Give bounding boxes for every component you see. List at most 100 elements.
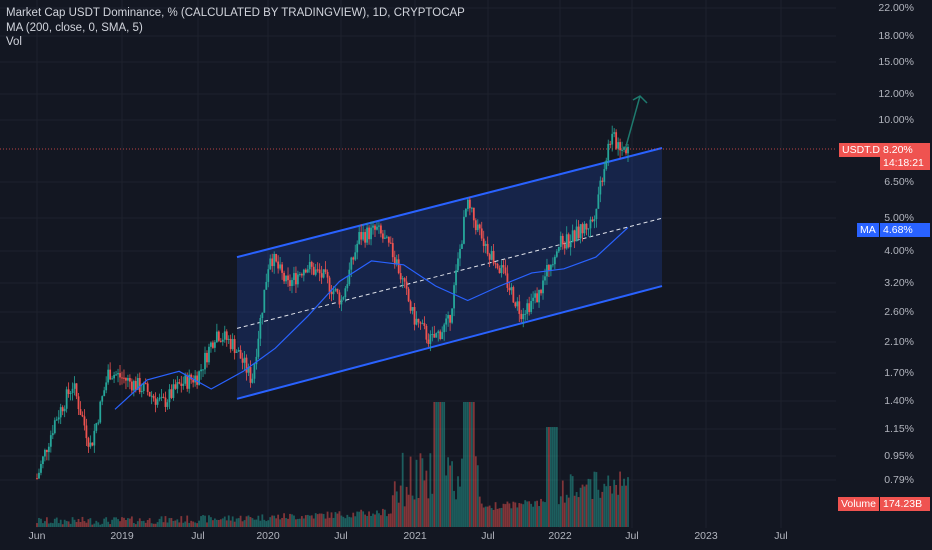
candle-body bbox=[223, 331, 226, 340]
candle-body bbox=[494, 263, 497, 265]
candle-body bbox=[259, 318, 262, 339]
candle-body bbox=[506, 273, 509, 288]
volume-bar bbox=[73, 519, 76, 527]
volume-bar bbox=[587, 478, 590, 527]
candle-body bbox=[295, 273, 297, 285]
candle-body bbox=[253, 364, 256, 379]
volume-bar bbox=[387, 513, 390, 527]
candle-body bbox=[591, 219, 594, 222]
legend-ma-study[interactable]: MA (200, close, 0, SMA, 5) bbox=[6, 21, 143, 34]
volume-bar bbox=[213, 518, 216, 527]
candle-body bbox=[111, 378, 114, 380]
volume-bar bbox=[95, 520, 98, 527]
candle-body bbox=[231, 339, 234, 350]
volume-bar bbox=[524, 500, 527, 527]
candle-body bbox=[210, 342, 212, 347]
candle-body bbox=[233, 339, 236, 353]
projection-arrow[interactable] bbox=[624, 95, 648, 151]
candle-body bbox=[455, 270, 457, 286]
volume-bar bbox=[115, 517, 117, 527]
candle-body bbox=[200, 369, 202, 372]
candle-body bbox=[439, 331, 442, 340]
candle-body bbox=[480, 228, 483, 239]
chart-legend[interactable]: Market Cap USDT Dominance, % (CALCULATED… bbox=[6, 6, 465, 50]
candle-body bbox=[40, 464, 42, 473]
volume-bar bbox=[245, 516, 248, 527]
volume-bar bbox=[601, 491, 604, 527]
candle-body bbox=[354, 252, 357, 260]
volume-bar bbox=[510, 508, 513, 527]
candle-body bbox=[310, 261, 313, 267]
volume-bar bbox=[178, 522, 181, 527]
volume-bar bbox=[297, 518, 299, 527]
volume-bar bbox=[142, 520, 145, 527]
candle-body bbox=[374, 225, 376, 230]
volume-bar bbox=[397, 502, 400, 527]
candle-body bbox=[380, 225, 382, 234]
volume-bar bbox=[378, 513, 380, 527]
candle-body bbox=[607, 143, 610, 161]
volume-bar bbox=[591, 498, 594, 527]
volume-bar bbox=[285, 518, 287, 527]
time-tick-label: Jun bbox=[28, 530, 46, 542]
candle-body bbox=[158, 397, 161, 400]
candle-body bbox=[289, 280, 291, 286]
candle-body bbox=[569, 242, 572, 248]
volume-bar bbox=[204, 515, 206, 527]
volume-bar bbox=[261, 514, 264, 527]
price-tick-label: 0.79% bbox=[884, 474, 914, 486]
legend-volume-study[interactable]: Vol bbox=[6, 36, 22, 48]
volume-bar bbox=[125, 519, 127, 527]
volume-bar bbox=[176, 519, 179, 527]
candle-body bbox=[465, 208, 467, 217]
candle-body bbox=[449, 315, 452, 323]
volume-bar bbox=[385, 516, 388, 527]
volume-bar bbox=[89, 518, 92, 527]
volume-bar bbox=[352, 512, 355, 527]
candle-body bbox=[563, 244, 566, 249]
time-tick-label: Jul bbox=[481, 530, 495, 542]
candle-body bbox=[423, 323, 426, 326]
volume-bar bbox=[63, 519, 66, 527]
volume-value-tag: 174.23B bbox=[880, 497, 930, 511]
volume-bar bbox=[502, 503, 505, 527]
candle-body bbox=[229, 338, 232, 350]
volume-bar bbox=[342, 516, 345, 527]
volume-bar bbox=[403, 506, 406, 527]
candle-body bbox=[184, 375, 187, 384]
parallel-channel-drawing[interactable] bbox=[236, 147, 663, 400]
volume-bar bbox=[555, 427, 558, 527]
volume-bar bbox=[283, 513, 285, 527]
volume-bar bbox=[421, 458, 424, 527]
volume-bar bbox=[170, 518, 173, 527]
candle-body bbox=[198, 371, 200, 385]
candle-body bbox=[433, 334, 436, 338]
candle-body bbox=[172, 384, 175, 398]
candle-body bbox=[522, 314, 525, 320]
volume-bar bbox=[304, 515, 307, 527]
candle-body bbox=[583, 223, 586, 234]
volume-bar bbox=[53, 518, 56, 527]
volume-bar bbox=[621, 485, 623, 527]
volume-bar bbox=[540, 498, 542, 527]
candle-body bbox=[241, 358, 244, 363]
candle-body bbox=[314, 269, 317, 275]
candle-body bbox=[87, 438, 90, 447]
price-tick-label: 1.40% bbox=[884, 395, 914, 407]
volume-bar bbox=[239, 515, 242, 527]
channel-upper-line bbox=[236, 147, 663, 259]
candle-body bbox=[215, 331, 218, 343]
candle-body bbox=[136, 378, 139, 390]
volume-bar bbox=[615, 484, 618, 527]
candle-body bbox=[407, 288, 410, 302]
volume-bar bbox=[130, 516, 133, 527]
candle-body bbox=[557, 246, 560, 252]
candle-body bbox=[130, 381, 133, 391]
candle-body bbox=[190, 374, 193, 380]
candle-body bbox=[267, 269, 270, 282]
volume-bar bbox=[581, 484, 584, 527]
candle-body bbox=[585, 223, 588, 230]
volume-bar bbox=[188, 522, 191, 527]
volume-bar bbox=[275, 518, 278, 527]
